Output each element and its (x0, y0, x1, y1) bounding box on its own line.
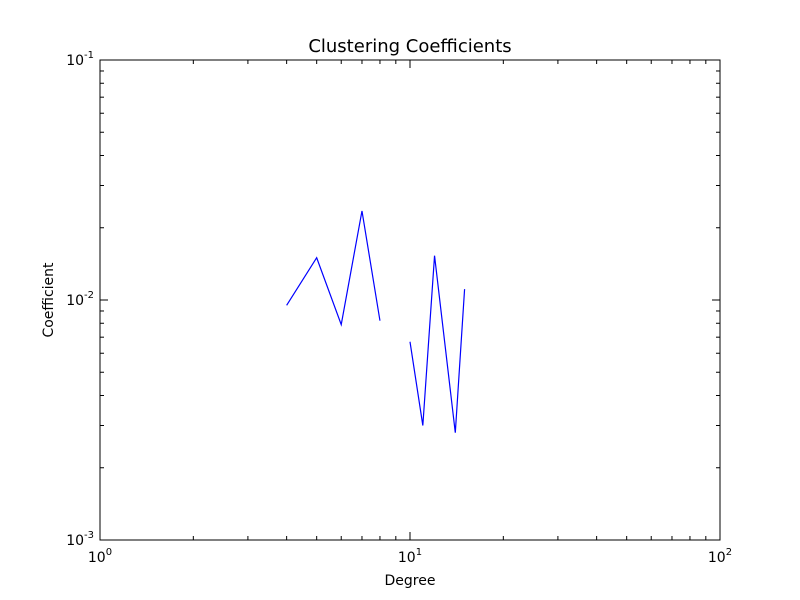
y-tick-label-base: 10 (66, 53, 84, 69)
x-tick-label: 100 (88, 547, 112, 566)
x-tick-label-base: 10 (708, 550, 726, 566)
y-tick-label: 10-2 (66, 290, 94, 309)
x-tick-label-base: 10 (88, 550, 106, 566)
series-layer (286, 210, 466, 433)
y-tick-label: 10-3 (66, 530, 94, 549)
plot-frame (99, 59, 721, 541)
y-axis-label: Coefficient (41, 262, 57, 338)
y-tick-label-exponent: -2 (84, 290, 94, 301)
x-tick-label-exponent: 0 (106, 547, 112, 558)
series-line-segment (409, 255, 466, 433)
y-tick-label-exponent: -3 (84, 530, 94, 541)
y-tick-label-base: 10 (66, 533, 84, 549)
x-tick-label-exponent: 2 (726, 547, 732, 558)
x-axis-label: Degree (385, 573, 436, 589)
y-tick-label: 10-1 (66, 50, 94, 69)
x-tick-label-base: 10 (398, 550, 416, 566)
x-tick-label-exponent: 1 (416, 547, 422, 558)
y-tick-label-exponent: -1 (84, 50, 94, 61)
y-tick-label-base: 10 (66, 293, 84, 309)
x-tick-label: 101 (398, 547, 422, 566)
chart-title: Clustering Coefficients (308, 36, 511, 57)
x-tick-label: 102 (708, 547, 732, 566)
series-line-segment (286, 210, 381, 327)
